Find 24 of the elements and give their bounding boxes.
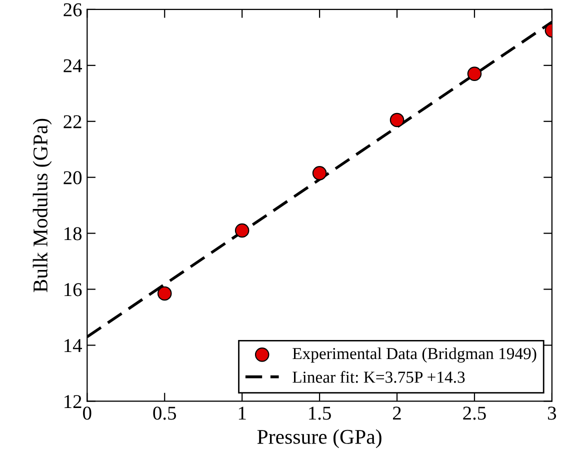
- x-tick-label: 1: [238, 406, 246, 420]
- point: [390, 112, 404, 128]
- y-tick-label: 22: [64, 115, 82, 128]
- y-tick-label: 18: [64, 227, 82, 240]
- y-tick-label: 12: [64, 395, 82, 408]
- y-tick-label: 20: [64, 171, 82, 184]
- y-tick-label: 16: [64, 283, 82, 296]
- x-tick-label: 3: [548, 406, 556, 420]
- y-tick-label: 24: [64, 59, 82, 72]
- point: [467, 66, 482, 81]
- legend-label: Experimental Data (Bridgman 1949): [292, 347, 536, 363]
- y-tick-label: 26: [64, 3, 82, 16]
- x-tick-label: 0: [83, 406, 92, 420]
- legend-label: Linear fit: K=3.75P +14.3: [292, 370, 465, 383]
- x-tick-label: 0.5: [153, 406, 176, 420]
- x-axis-title: Pressure (GPa): [257, 429, 382, 448]
- point: [234, 223, 250, 238]
- point: [312, 166, 327, 180]
- x-tick-label: 2.5: [463, 406, 486, 420]
- x-tick-label: 1.5: [309, 406, 331, 420]
- point: [157, 286, 172, 301]
- y-tick-label: 14: [64, 339, 82, 352]
- x-tick-label: 2: [393, 406, 401, 420]
- y-axis-title: Bulk Modulus (GPa): [32, 118, 52, 292]
